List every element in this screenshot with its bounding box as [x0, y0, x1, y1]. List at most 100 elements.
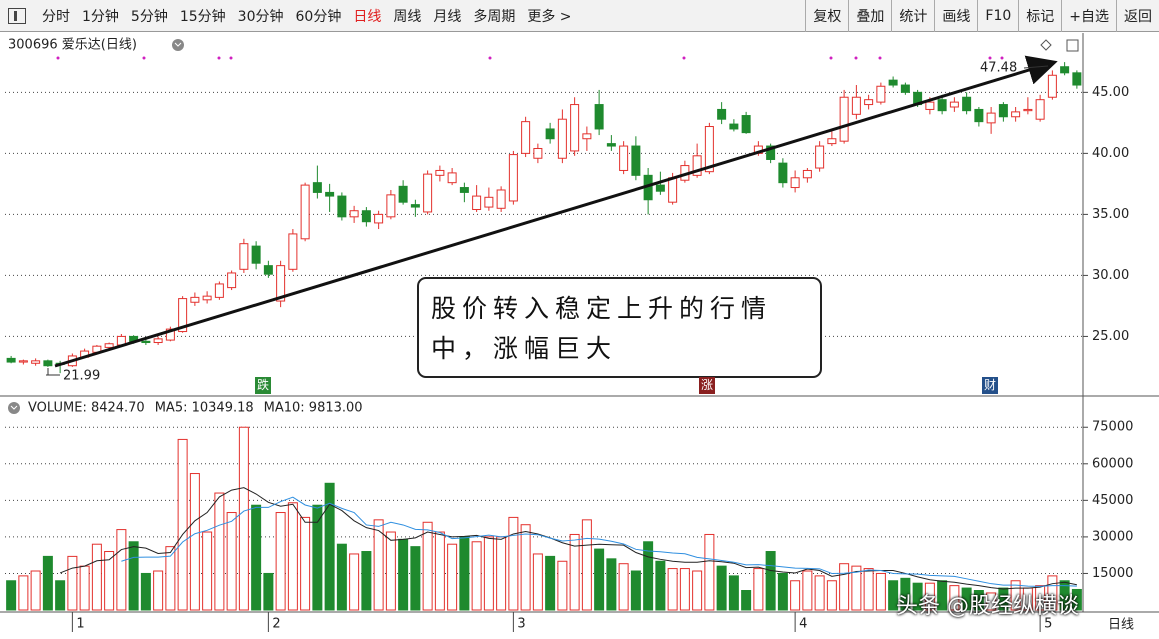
candle-body — [104, 343, 114, 348]
tool-button[interactable]: F10 — [977, 0, 1018, 32]
tool-button[interactable]: +自选 — [1061, 0, 1116, 32]
tool-button[interactable]: 叠加 — [848, 0, 891, 32]
volume-bar — [814, 575, 825, 611]
candle-body — [827, 138, 837, 145]
candle-body — [214, 283, 224, 298]
volume-bar — [496, 536, 507, 611]
candle-body — [472, 195, 482, 211]
volume-bar — [373, 519, 384, 611]
candle-body — [802, 169, 812, 179]
period-button[interactable]: 月线 — [433, 8, 462, 25]
legend-icon — [10, 405, 18, 410]
period-button[interactable]: 1分钟 — [82, 8, 119, 25]
period-button[interactable]: 多周期 — [473, 8, 516, 25]
volume-bar — [287, 502, 298, 611]
tool-button[interactable]: 统计 — [891, 0, 934, 32]
toolbar-icon[interactable] — [8, 7, 26, 24]
volume-bar — [471, 541, 482, 611]
candle-body — [692, 155, 702, 176]
volume-bar — [826, 580, 837, 611]
volume-bar — [336, 543, 347, 611]
volume-bar — [851, 565, 862, 611]
axis-period-label: 日线 — [1108, 618, 1134, 633]
volume-bar — [973, 590, 984, 611]
candle-body — [998, 104, 1008, 118]
volume-bar — [202, 531, 213, 611]
volume-bar — [753, 568, 764, 611]
period-button[interactable]: 分时 — [42, 8, 70, 25]
volume-bar — [189, 473, 200, 611]
volume-bar — [777, 572, 788, 611]
volume-bar — [924, 582, 935, 611]
candle-body — [1072, 72, 1082, 86]
tool-button[interactable]: 标记 — [1018, 0, 1061, 32]
volume-bar — [912, 582, 923, 611]
candle-body — [741, 115, 751, 134]
candle-body — [1011, 111, 1021, 118]
volume-bar — [581, 519, 592, 611]
volume-bar — [643, 541, 654, 611]
tool-button[interactable]: 返回 — [1116, 0, 1159, 32]
volume-bar — [55, 580, 66, 611]
volume-bar — [226, 512, 237, 611]
signal-dots — [56, 56, 1004, 60]
volume-bar — [153, 570, 164, 611]
low-label: 21.99 — [63, 369, 100, 384]
volume-bar — [679, 568, 690, 611]
candle-body — [1060, 66, 1070, 74]
y-tick-label: 60000 — [1092, 456, 1133, 471]
period-button[interactable]: 5分钟 — [130, 8, 168, 25]
y-tick-label: 30.00 — [1092, 268, 1129, 283]
period-button[interactable]: 60分钟 — [295, 8, 342, 25]
candle-body — [410, 204, 420, 208]
candle-body — [447, 172, 457, 184]
tool-button[interactable]: 画线 — [934, 0, 977, 32]
candle-body — [876, 85, 886, 103]
volume-bar — [569, 533, 580, 611]
tool-button[interactable]: 复权 — [805, 0, 848, 32]
volume-bar — [116, 529, 127, 611]
annotation-box: 股价转入稳定上升的行情中，涨幅巨大 — [417, 277, 822, 378]
volume-bar — [741, 590, 752, 611]
volume-bar — [1010, 580, 1021, 611]
period-button[interactable]: 15分钟 — [179, 8, 226, 25]
volume-bar — [998, 587, 1009, 611]
candle-body — [423, 173, 433, 213]
candle-body — [276, 265, 286, 302]
volume-bar — [42, 555, 53, 611]
candle-body — [1023, 108, 1033, 112]
volume-bar — [875, 572, 886, 611]
period-button[interactable]: 更多 > — [527, 8, 572, 25]
volume-bar — [434, 531, 445, 611]
candle-body — [986, 112, 996, 124]
x-tick-label: 2 — [272, 617, 280, 632]
watermark: 头条 @股经纵横谈 — [896, 594, 1079, 619]
candle-body — [1035, 99, 1045, 120]
volume-bar — [165, 546, 176, 611]
period-button[interactable]: 30分钟 — [237, 8, 284, 25]
volume-bar — [422, 521, 433, 611]
event-marker: 涨 — [699, 377, 715, 394]
volume-bar — [1059, 580, 1070, 611]
period-button[interactable]: 日线 — [353, 8, 382, 25]
candle-body — [288, 233, 298, 270]
candle-body — [839, 96, 849, 142]
volume-bar — [986, 592, 997, 611]
candle-body — [190, 296, 200, 303]
period-button[interactable]: 周线 — [393, 8, 422, 25]
volume-bar — [863, 568, 874, 611]
legend-entry: MA10: 9813.00 — [264, 401, 363, 416]
candle-body — [582, 133, 592, 140]
candle-body — [435, 169, 445, 176]
volume-bar — [545, 555, 556, 611]
volume-bar — [324, 482, 335, 611]
candle-body — [974, 108, 984, 123]
x-tick-label: 4 — [799, 617, 807, 632]
volume-bar — [79, 565, 90, 611]
candle-body — [790, 177, 800, 189]
high-pointer — [1023, 65, 1049, 69]
y-tick-label: 40.00 — [1092, 146, 1129, 161]
volume-bar — [177, 438, 188, 611]
candle-body — [668, 177, 678, 203]
volume-bar — [1071, 588, 1082, 611]
